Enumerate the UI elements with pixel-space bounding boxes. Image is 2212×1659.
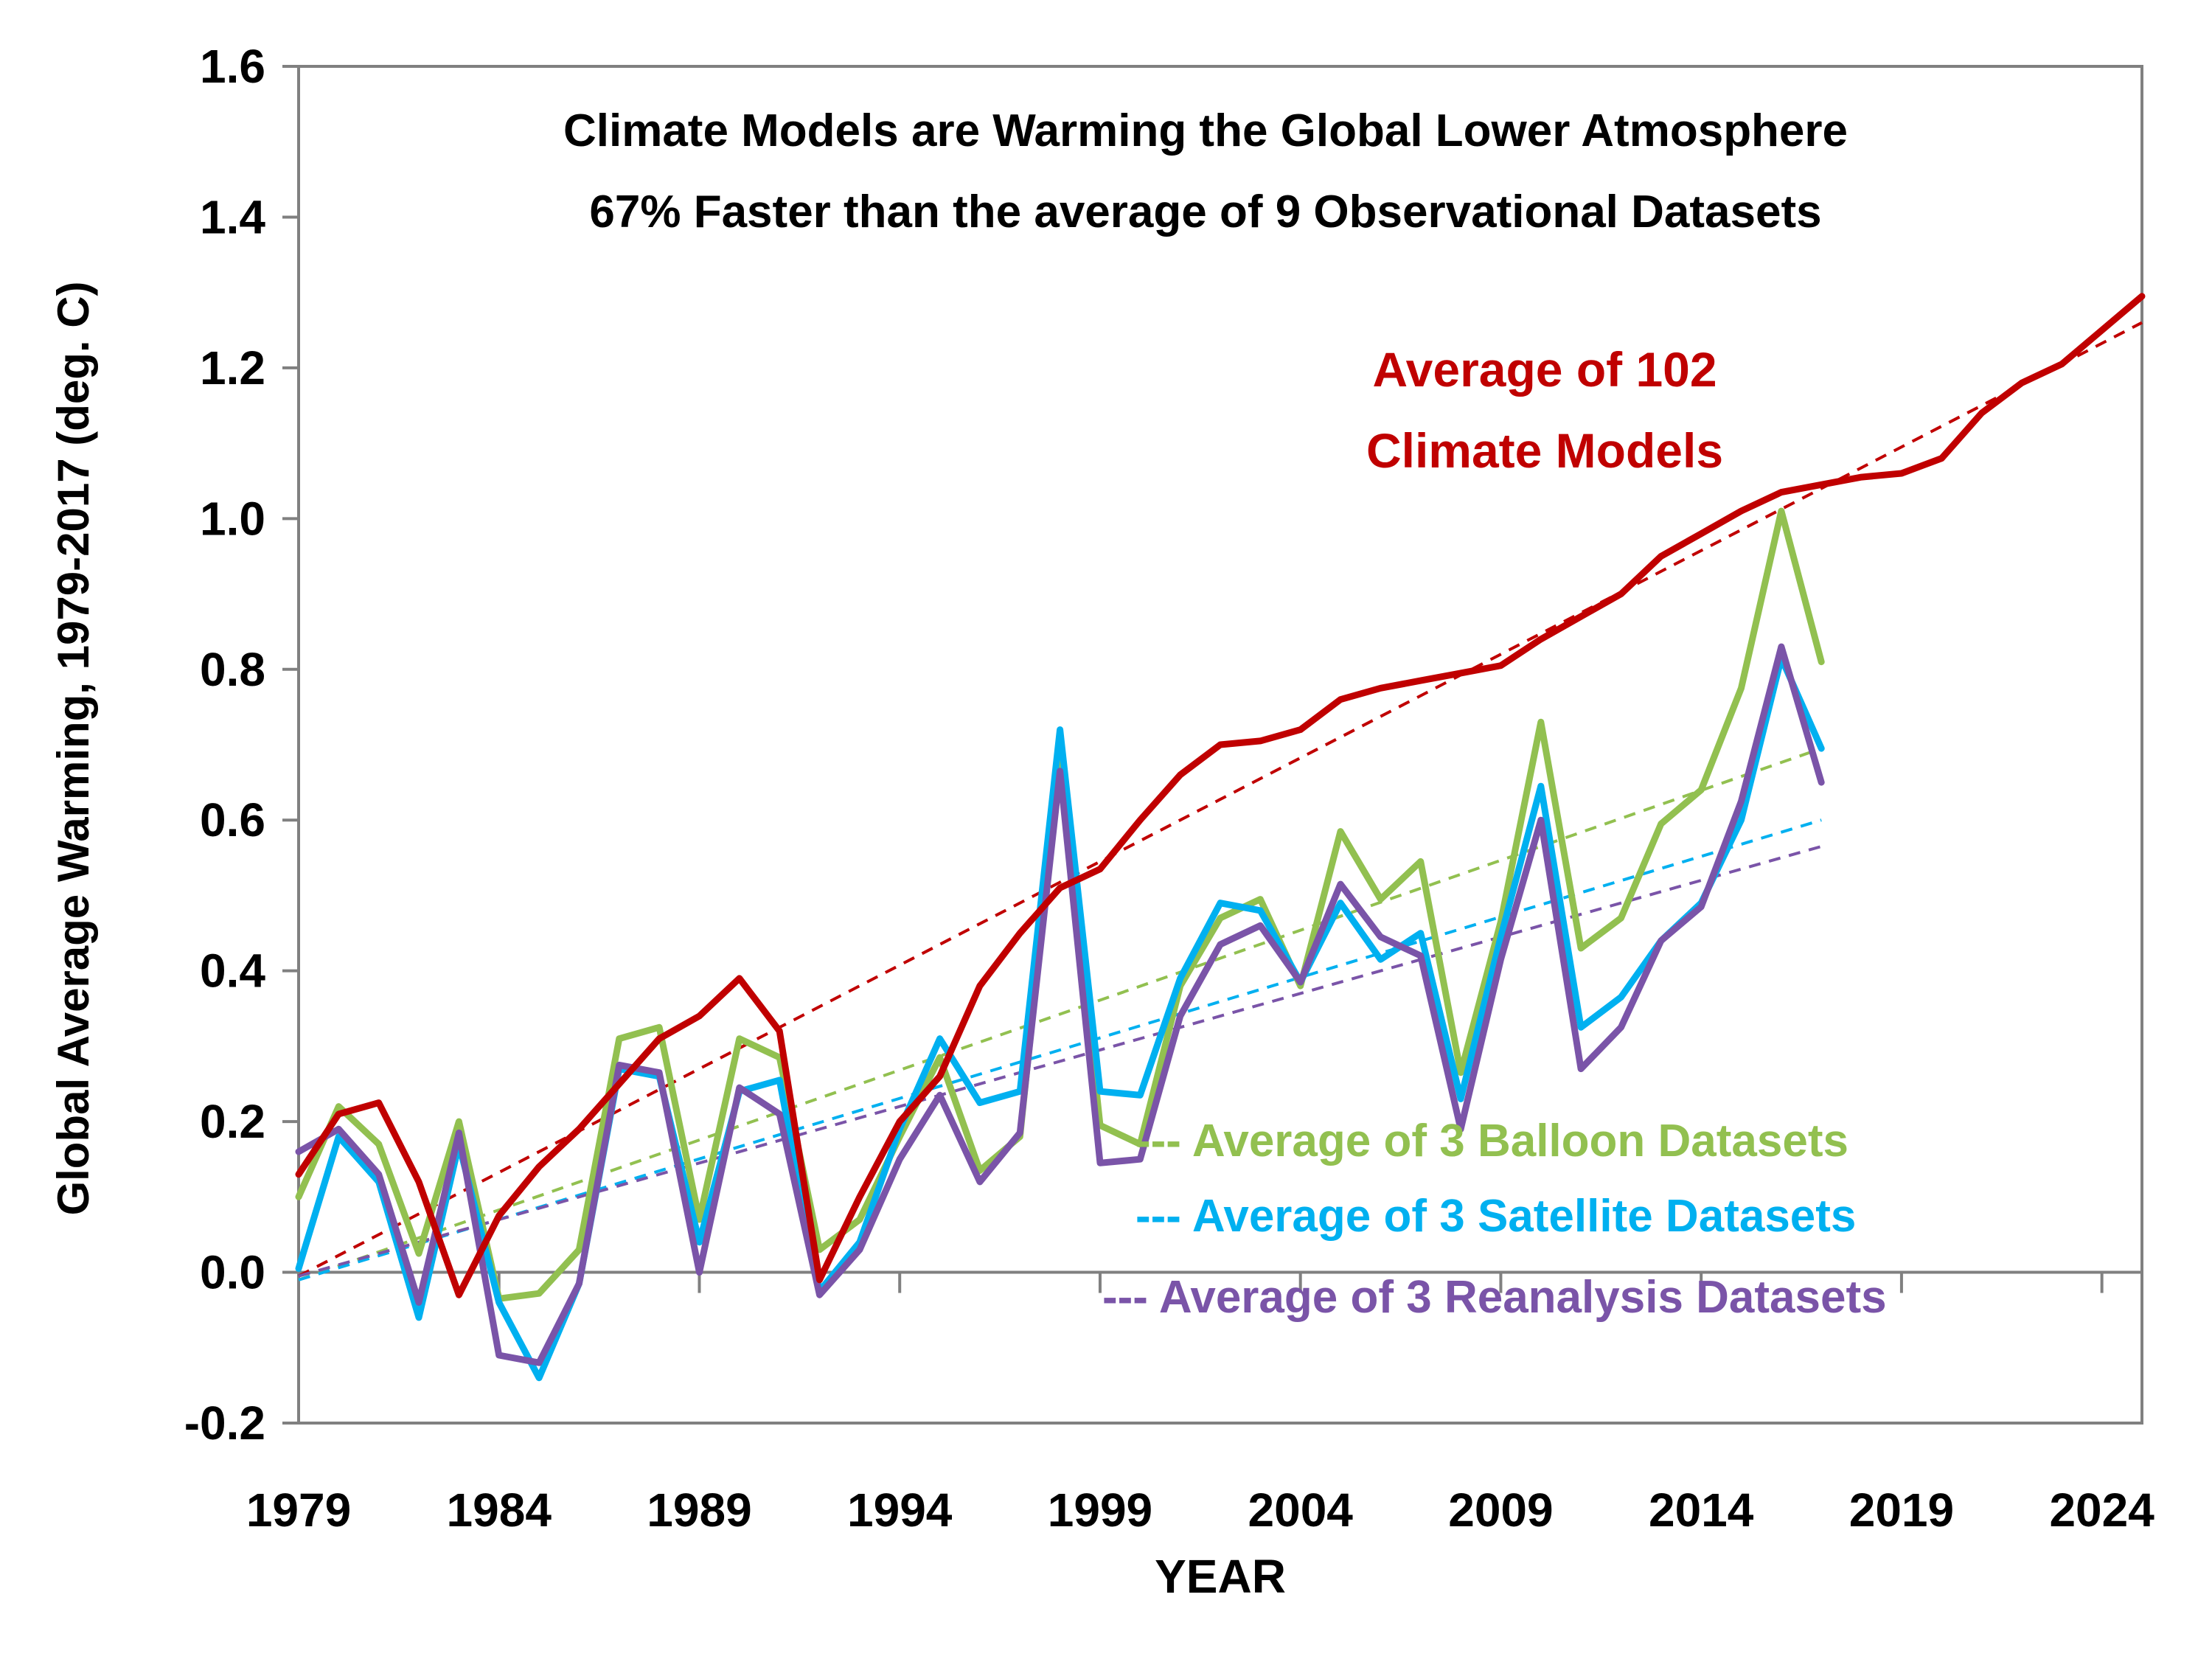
y-tick-label: 0.2 — [200, 1095, 265, 1148]
satellite-legend-label: --- Average of 3 Satellite Datasets — [1135, 1191, 1856, 1242]
y-tick-label: 0.8 — [200, 643, 265, 696]
y-tick-label: 0.6 — [200, 793, 265, 846]
chart-title: Climate Models are Warming the Global Lo… — [563, 105, 1848, 156]
y-tick-label: 1.0 — [200, 492, 265, 545]
y-tick-label: 0.4 — [200, 945, 265, 998]
x-tick-label: 2004 — [1248, 1484, 1354, 1537]
y-tick-label: 0.0 — [200, 1246, 265, 1299]
models-label-line2: Climate Models — [1366, 423, 1723, 478]
reanalysis-trend-line — [298, 845, 1822, 1278]
reanalysis-series-line — [295, 643, 1825, 1366]
x-tick-label: 1989 — [647, 1484, 751, 1537]
models-trend-line — [298, 321, 2143, 1278]
y-tick-label: 1.6 — [200, 40, 265, 93]
models-series-line — [295, 293, 2146, 1298]
axes: 1.6 1.4 1.2 1.0 0.8 0.6 0.4 0.2 0.0 -0.2 1979 1984 1… — [184, 40, 2155, 1537]
x-tick-label: 2024 — [2049, 1484, 2154, 1537]
x-tick-label: 1994 — [847, 1484, 953, 1537]
y-tick-label: -0.2 — [184, 1397, 265, 1450]
y-tick-label: 1.2 — [200, 341, 265, 394]
models-label-line1: Average of 102 — [1372, 342, 1717, 397]
x-tick-label: 2014 — [1649, 1484, 1754, 1537]
plot-frame — [297, 65, 2143, 1425]
x-tick-label: 2019 — [1849, 1484, 1954, 1537]
x-tick-label: 1999 — [1048, 1484, 1152, 1537]
x-tick-label: 1979 — [246, 1484, 351, 1537]
satellite-series-line — [295, 654, 1825, 1382]
x-axis-title: YEAR — [1155, 1550, 1286, 1603]
trend-lines — [298, 321, 2143, 1281]
x-tick-label: 2009 — [1448, 1484, 1553, 1537]
chart-subtitle: 67% Faster than the average of 9 Observa… — [589, 187, 1821, 237]
satellite-trend-line — [298, 818, 1822, 1281]
balloon-legend-label: --- Average of 3 Balloon Datasets — [1135, 1116, 1848, 1166]
reanalysis-legend-label: --- Average of 3 Reanalysis Datasets — [1102, 1272, 1887, 1323]
y-axis-title: Global Average Warming, 1979-2017 (deg. … — [49, 281, 98, 1215]
x-tick-label: 1984 — [447, 1484, 552, 1537]
series-lines — [295, 293, 2146, 1382]
balloon-trend-line — [298, 747, 1822, 1281]
y-tick-label: 1.4 — [200, 190, 265, 243]
